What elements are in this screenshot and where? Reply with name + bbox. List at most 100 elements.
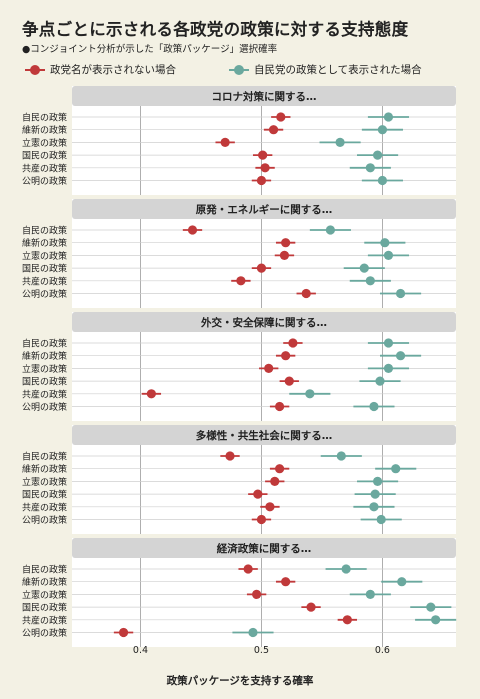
point-no-party [146,389,156,399]
point-ldp [341,564,351,574]
point-ldp [375,376,385,386]
row-label: 公明の政策 [22,627,67,639]
point-no-party [284,376,294,386]
row-label: 公明の政策 [22,514,67,526]
point-no-party [260,163,270,173]
point-no-party [256,175,267,186]
row-label: 立憲の政策 [22,137,67,149]
panel-header [72,86,456,106]
point-no-party [187,225,198,235]
point-no-party [256,514,267,525]
panel-title: 多様性・共生社会に関する… [196,429,333,442]
panel-title: コロナ対策に関する… [212,90,317,103]
row-label: 立憲の政策 [22,363,67,375]
point-no-party [264,363,274,373]
point-no-party [276,112,286,122]
row-label: 共産の政策 [22,501,67,513]
row-label: 公明の政策 [22,401,67,413]
panel-title: 経済政策に関する… [217,542,312,555]
point-no-party [253,489,263,499]
point-ldp [376,514,386,525]
point-no-party [281,351,291,361]
row-label: 共産の政策 [22,388,67,400]
point-no-party [265,502,275,512]
point-no-party [274,464,285,474]
x-tick-label: 0.6 [375,645,390,656]
row-label: 自民の政策 [22,564,67,576]
point-ldp [372,150,383,160]
row-label: 立憲の政策 [22,589,67,601]
row-label: 維新の政策 [22,237,67,249]
point-no-party [225,451,235,461]
point-ldp [365,163,375,173]
point-no-party [118,627,129,638]
x-axis-label: 政策パッケージを支持する確率 [166,675,314,687]
point-ldp [335,137,345,147]
row-label: 維新の政策 [22,124,67,136]
row-label: 国民の政策 [22,602,67,614]
x-tick-label: 0.4 [133,645,148,656]
point-no-party [258,150,268,160]
point-no-party [270,476,280,486]
point-no-party [306,602,316,612]
panel-title: 原発・エネルギーに関する… [196,203,333,216]
point-ldp [248,627,258,638]
point-ldp [359,263,369,273]
row-label: 共産の政策 [22,275,67,287]
row-label: 共産の政策 [22,162,67,174]
chart-title: 争点ごとに示される各政党の政策に対する支持態度 [22,20,409,39]
point-no-party [301,288,311,299]
row-label: 国民の政策 [22,263,67,275]
point-ldp [369,502,379,512]
point-ldp [365,276,375,286]
row-label: 自民の政策 [22,451,67,463]
row-label: 立憲の政策 [22,476,67,488]
legend-item-ldp: 自民党の政策として表示された場合 [228,62,422,77]
x-tick-label: 0.5 [254,645,269,656]
point-ldp [380,238,390,248]
point-no-party [281,238,291,248]
point-ldp [395,351,406,361]
point-ldp [372,476,383,486]
point-no-party [288,338,298,348]
point-ldp [397,577,407,587]
row-label: 維新の政策 [22,463,67,475]
point-ldp [395,288,406,299]
legend-item-no-party: 政党名が表示されない場合 [24,62,176,77]
point-ldp [377,125,388,135]
row-label: 国民の政策 [22,376,67,388]
point-ldp [369,401,379,412]
row-label: 維新の政策 [22,576,67,588]
point-no-party [274,401,285,412]
panel-header [72,538,456,558]
row-label: 公明の政策 [22,175,67,187]
row-label: 国民の政策 [22,150,67,162]
legend-label-ldp: 自民党の政策として表示された場合 [254,64,422,76]
point-no-party [243,564,253,574]
point-no-party [268,125,279,135]
row-label: 維新の政策 [22,350,67,362]
point-ldp [370,489,380,499]
point-ldp [383,250,394,260]
point-no-party [252,589,262,600]
row-label: 共産の政策 [22,614,67,626]
point-no-party [281,577,291,587]
point-ldp [325,225,336,235]
point-ldp [377,175,388,186]
row-label: 自民の政策 [22,338,67,350]
point-no-party [342,615,352,625]
chart-subtitle: ●コンジョイント分析が示した「政策パッケージ」選択確率 [22,44,278,55]
row-label: 自民の政策 [22,112,67,124]
point-ldp [383,363,394,373]
point-no-party [236,276,246,286]
point-ldp [426,602,436,612]
row-label: 国民の政策 [22,489,67,501]
panel-header [72,199,456,219]
point-ldp [305,389,315,399]
legend-label-no-party: 政党名が表示されない場合 [50,64,176,76]
row-label: 公明の政策 [22,288,67,300]
panel-title: 外交・安全保障に関する… [200,316,327,329]
legend-swatch-teal [229,65,249,75]
point-ldp [336,451,346,461]
